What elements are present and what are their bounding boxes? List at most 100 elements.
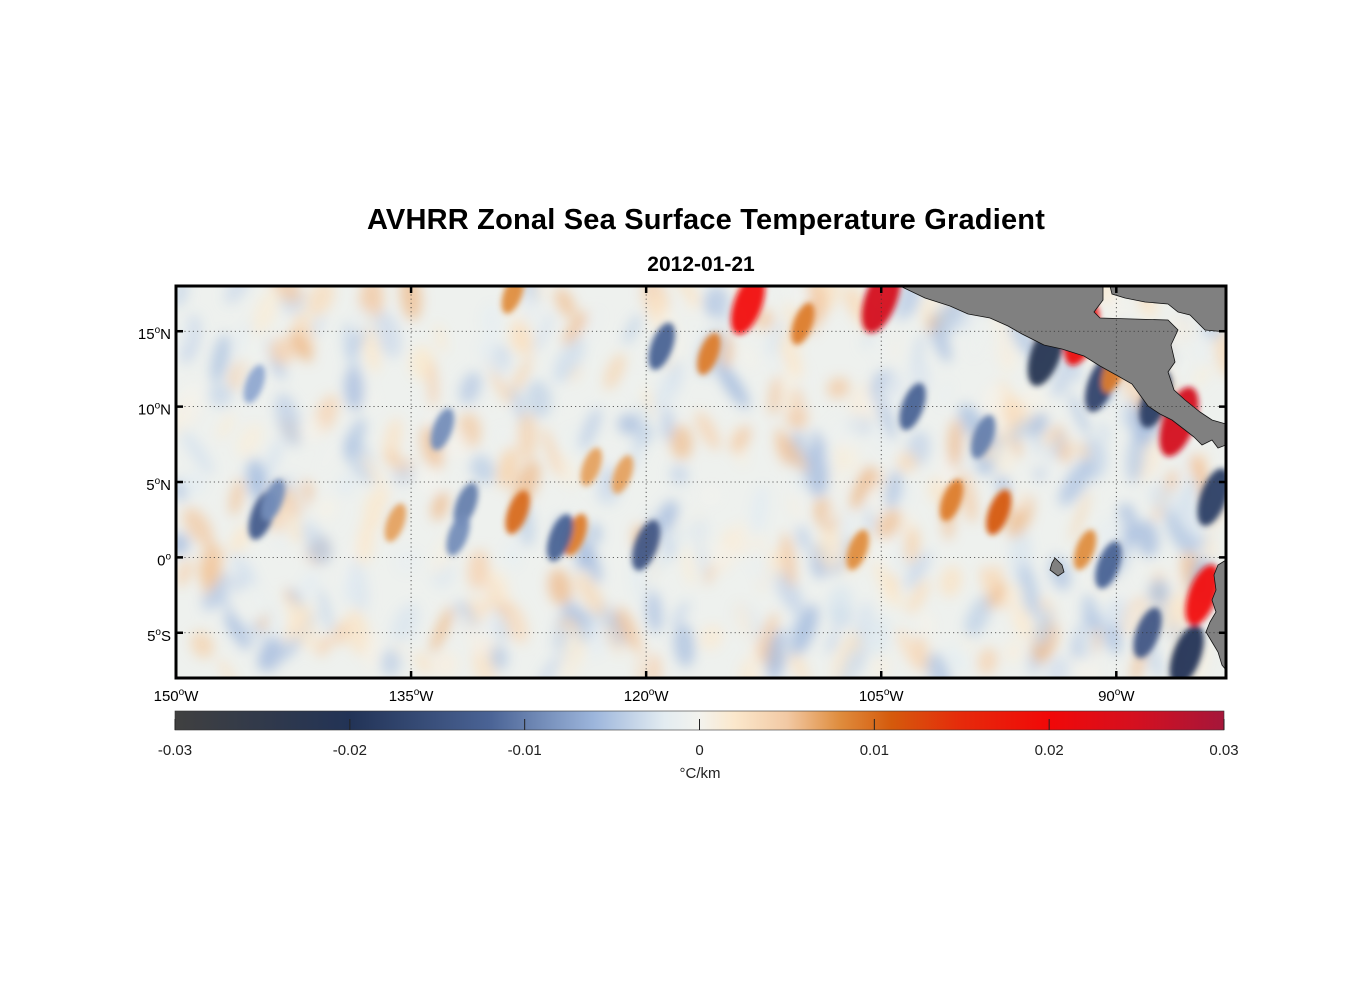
x-tick-label: 135oW [389,687,435,705]
colorbar-tick-label: 0.02 [1035,742,1064,759]
texture-cell [381,648,401,677]
texture-cell [176,558,194,587]
texture-cell [707,287,733,326]
gradient-feature [986,489,1012,535]
texture-cell [827,377,850,399]
land-south-america [1205,559,1226,671]
texture-cell [1164,507,1197,556]
gradient-feature [861,286,901,333]
texture-cell [1189,454,1208,480]
texture-cell [689,518,709,543]
texture-cell [939,565,963,597]
texture-cell [553,336,586,383]
texture-cell [236,423,264,458]
texture-cell [1161,604,1181,633]
texture-cell [199,540,221,592]
texture-cell [305,286,335,317]
texture-cell [1002,348,1018,375]
texture-cell [432,650,459,678]
texture-cell [896,628,922,671]
texture-cell [300,521,320,543]
texture-cell [964,594,993,639]
texture-cell [957,469,978,523]
texture-cell [635,425,654,447]
texture-cell [385,449,404,471]
texture-cell [575,572,606,617]
texture-cell [917,609,936,639]
texture-cell [869,369,885,397]
texture-cell [766,629,788,678]
texture-cell [176,533,190,556]
texture-cell [504,540,521,569]
colorbar-tick-label: 0.01 [860,742,889,759]
texture-cell [773,567,804,615]
y-tick-label: 0o [157,551,171,569]
y-tick-label: 5oS [147,627,171,645]
texture-cell [1148,482,1176,513]
texture-cell [578,407,602,451]
axis-labels: 150oW 135oW 120oW 105oW 90oW 15oN 10oN 5oN 0o 5oS [138,325,1135,705]
texture-cell [933,303,960,338]
texture-cell [748,549,776,591]
texture-cell [945,645,968,674]
texture-cell [882,372,906,412]
texture-cell [547,568,572,606]
texture-cell [738,343,757,370]
gradient-feature [648,322,676,370]
texture-cell [430,606,453,654]
texture-cell [517,412,538,462]
land-gulf-coast [1109,286,1226,333]
gradient-feature [970,414,996,459]
texture-cell [289,471,308,517]
texture-cell [671,600,690,627]
texture-cell [1097,421,1111,443]
texture-cell [182,471,206,495]
texture-cell [791,604,819,656]
texture-cell [871,653,892,678]
land-galapagos [1049,557,1065,577]
texture-cell [833,463,845,495]
texture-cell [661,407,674,442]
texture-cell [991,444,1015,474]
texture-cell [374,310,402,358]
texture-cell [1070,490,1091,543]
texture-cell [988,582,1007,609]
texture-cell [299,570,320,597]
texture-cell [1034,607,1053,648]
texture-cell [1011,602,1034,640]
texture-cell [856,601,874,641]
texture-cell [210,333,231,384]
texture-cell [1003,583,1024,604]
texture-cell [577,309,603,347]
gradient-feature [563,513,588,556]
texture-cell [1096,597,1127,648]
texture-cell [311,314,325,338]
texture-cell [623,314,642,345]
texture-cell [790,477,804,530]
texture-cell [490,644,509,671]
texture-cell [804,445,829,497]
texture-cell [391,603,420,645]
gradient-feature [631,519,661,571]
y-tick-label: 10oN [138,401,171,419]
texture-cell [766,319,786,356]
texture-cell [316,498,337,521]
texture-cell [1003,640,1024,664]
texture-cell [495,425,514,447]
texture-cell [645,589,663,634]
texture-cell [427,360,438,409]
gradient-feature [611,455,634,494]
texture-cell [1026,412,1048,439]
texture-cell [537,653,562,678]
texture-cell [653,364,685,413]
texture-cell [839,439,862,474]
texture-cell [1009,417,1029,444]
gradient-feature [1169,624,1204,678]
texture-cell [699,624,724,651]
texture-cell [867,420,895,458]
texture-cell [1105,622,1122,655]
texture-cell [669,464,689,486]
texture-cell [1075,441,1090,460]
gradient-feature [1095,541,1122,589]
texture-cell [224,611,251,651]
